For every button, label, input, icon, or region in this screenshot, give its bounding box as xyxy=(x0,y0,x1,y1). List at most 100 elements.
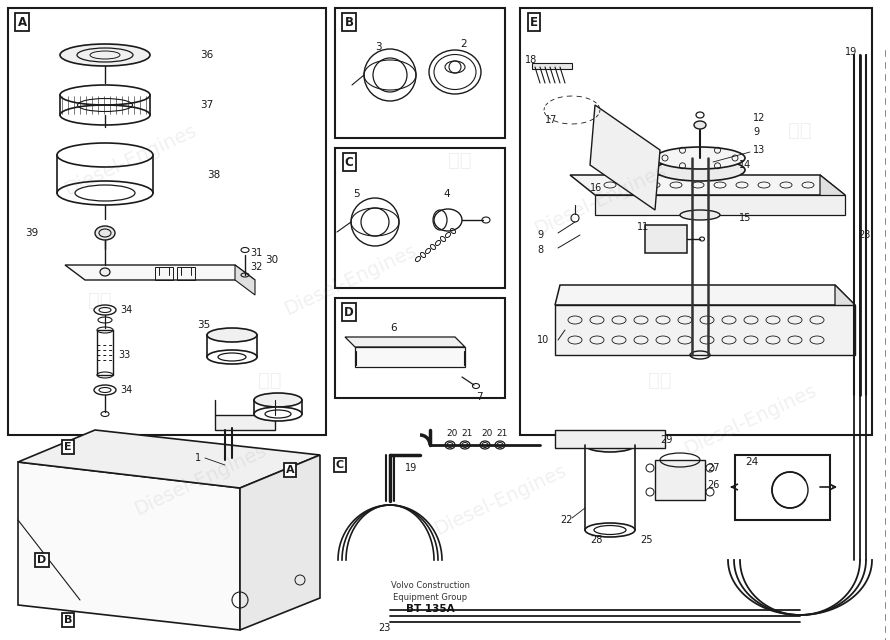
Text: C: C xyxy=(344,156,353,168)
Ellipse shape xyxy=(100,268,110,276)
Text: 34: 34 xyxy=(120,385,133,395)
Text: 19: 19 xyxy=(405,463,417,473)
Text: 12: 12 xyxy=(753,113,765,123)
Polygon shape xyxy=(835,285,855,355)
Text: 8: 8 xyxy=(537,245,543,255)
Text: 2: 2 xyxy=(460,39,466,49)
Text: D: D xyxy=(344,305,354,319)
Ellipse shape xyxy=(254,393,302,407)
Ellipse shape xyxy=(655,147,745,169)
Text: 21: 21 xyxy=(496,429,507,438)
Text: 25: 25 xyxy=(640,535,652,545)
Bar xyxy=(655,460,705,500)
Text: 动力: 动力 xyxy=(648,371,672,390)
Ellipse shape xyxy=(60,44,150,66)
Text: 29: 29 xyxy=(660,435,672,445)
Bar xyxy=(155,267,173,280)
Polygon shape xyxy=(555,285,855,305)
Text: 10: 10 xyxy=(537,335,549,345)
Polygon shape xyxy=(355,347,465,367)
Bar xyxy=(532,63,572,69)
Bar xyxy=(215,415,275,430)
Text: A: A xyxy=(18,15,27,29)
Text: 动力: 动力 xyxy=(88,291,112,310)
Bar xyxy=(645,225,687,253)
Bar xyxy=(520,8,872,435)
Text: Diesel-Engines: Diesel-Engines xyxy=(681,381,819,459)
Text: 14: 14 xyxy=(739,160,751,170)
Ellipse shape xyxy=(254,407,302,421)
Bar xyxy=(177,267,195,280)
Ellipse shape xyxy=(95,226,115,240)
Text: 38: 38 xyxy=(207,170,220,180)
Bar xyxy=(335,298,505,398)
Text: E: E xyxy=(530,15,538,29)
Text: 30: 30 xyxy=(265,255,279,265)
Text: B: B xyxy=(344,15,353,29)
Text: 26: 26 xyxy=(707,480,719,490)
Text: 33: 33 xyxy=(118,350,130,360)
Text: 21: 21 xyxy=(461,429,473,438)
Text: 17: 17 xyxy=(545,115,557,125)
Text: 1: 1 xyxy=(195,453,201,463)
Text: 18: 18 xyxy=(525,55,538,65)
Text: Diesel-Engines: Diesel-Engines xyxy=(131,441,269,519)
Text: 动力: 动力 xyxy=(789,120,812,140)
Text: Diesel-Engines: Diesel-Engines xyxy=(530,161,669,239)
Text: 6: 6 xyxy=(390,323,397,333)
Text: 5: 5 xyxy=(353,189,360,199)
Text: 23: 23 xyxy=(858,230,870,240)
Polygon shape xyxy=(820,175,845,215)
Bar xyxy=(335,8,505,138)
Polygon shape xyxy=(240,455,320,630)
Ellipse shape xyxy=(207,328,257,342)
Polygon shape xyxy=(235,265,255,295)
Bar xyxy=(8,8,326,435)
Ellipse shape xyxy=(655,159,745,181)
Text: 7: 7 xyxy=(476,392,482,402)
Text: Diesel-Engines: Diesel-Engines xyxy=(431,461,570,539)
Text: Diesel-Engines: Diesel-Engines xyxy=(280,241,419,319)
Polygon shape xyxy=(570,175,845,195)
Ellipse shape xyxy=(694,121,706,129)
Bar xyxy=(97,330,113,375)
Polygon shape xyxy=(555,305,855,355)
Text: 27: 27 xyxy=(707,463,719,473)
Text: 31: 31 xyxy=(250,248,263,258)
Text: 28: 28 xyxy=(590,535,603,545)
Text: A: A xyxy=(286,465,295,475)
Polygon shape xyxy=(590,105,660,210)
Ellipse shape xyxy=(680,210,720,220)
Text: 20: 20 xyxy=(481,429,492,438)
Text: 9: 9 xyxy=(537,230,543,240)
Text: 20: 20 xyxy=(446,429,457,438)
Text: Equipment Group: Equipment Group xyxy=(393,593,467,602)
Text: Diesel-Engines: Diesel-Engines xyxy=(61,121,199,199)
Ellipse shape xyxy=(585,523,635,537)
Text: 39: 39 xyxy=(25,228,38,238)
Polygon shape xyxy=(595,195,845,215)
Ellipse shape xyxy=(57,181,153,205)
Text: Volvo Construction: Volvo Construction xyxy=(391,580,470,589)
Polygon shape xyxy=(65,265,255,280)
Polygon shape xyxy=(18,430,320,488)
Text: 3: 3 xyxy=(375,42,382,52)
Text: 11: 11 xyxy=(637,222,649,232)
Text: 动力: 动力 xyxy=(258,371,282,390)
Text: 19: 19 xyxy=(845,47,857,57)
Text: 9: 9 xyxy=(753,127,759,137)
Text: 24: 24 xyxy=(745,457,758,467)
Text: 35: 35 xyxy=(197,320,210,330)
Text: 4: 4 xyxy=(443,189,449,199)
Text: 23: 23 xyxy=(378,623,391,633)
Text: 13: 13 xyxy=(753,145,765,155)
Polygon shape xyxy=(18,462,240,630)
Ellipse shape xyxy=(585,438,635,452)
Text: 32: 32 xyxy=(250,262,263,272)
Text: BT 135A: BT 135A xyxy=(406,604,454,614)
Text: 37: 37 xyxy=(200,100,214,110)
Ellipse shape xyxy=(207,350,257,364)
Bar xyxy=(335,148,505,288)
Bar xyxy=(735,455,830,520)
Text: 动力: 动力 xyxy=(449,150,472,170)
